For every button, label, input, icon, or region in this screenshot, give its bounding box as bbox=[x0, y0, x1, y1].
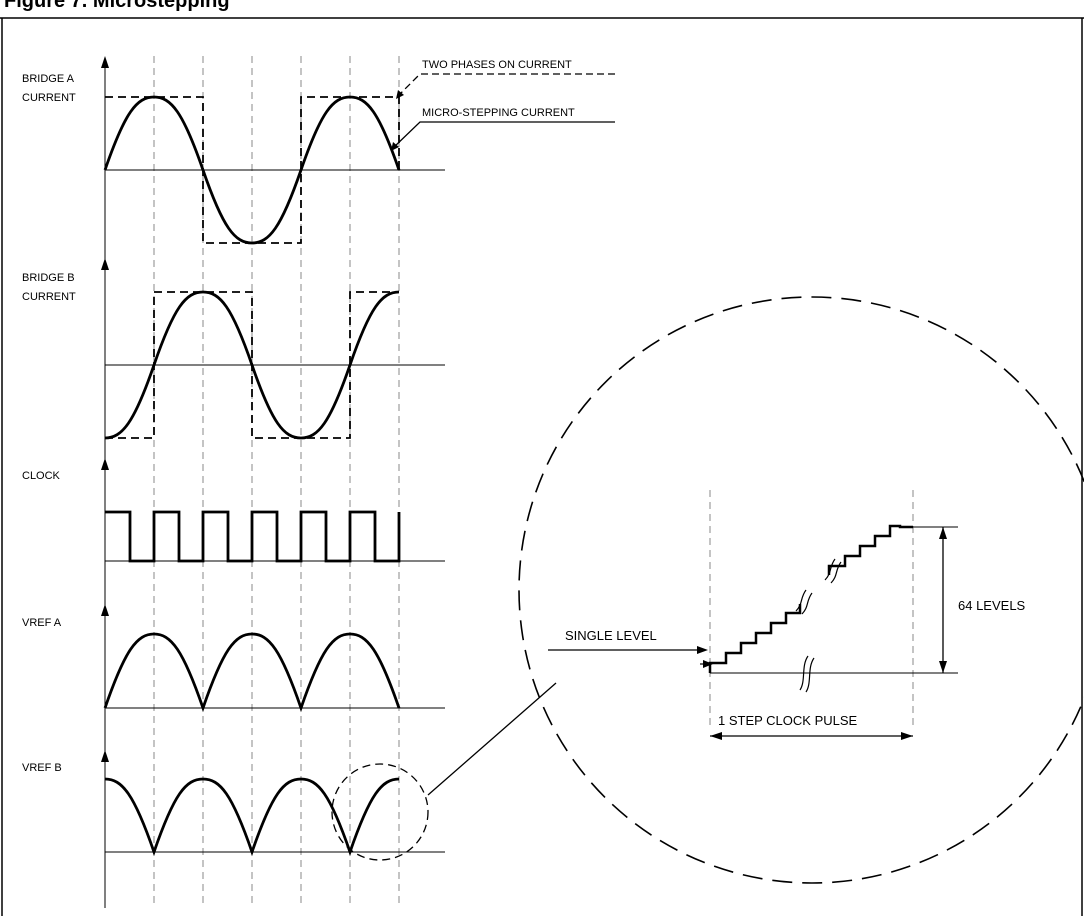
bridge-a-label-line2: CURRENT bbox=[22, 92, 76, 104]
step-clock-pulse-label: 1 STEP CLOCK PULSE bbox=[718, 713, 858, 728]
staircase-lower bbox=[708, 604, 802, 673]
micro-stepping-label: MICRO-STEPPING CURRENT bbox=[422, 107, 575, 119]
bridge-a-label-line1: BRIDGE A bbox=[22, 73, 75, 85]
bridge-b-waveform bbox=[104, 290, 445, 440]
levels-dimension bbox=[939, 527, 947, 673]
bridge-b-label-line2: CURRENT bbox=[22, 291, 76, 303]
large-zoom-circle bbox=[518, 296, 1084, 884]
clock-pulses bbox=[105, 510, 401, 563]
bridge-a-microstep-current bbox=[103, 95, 401, 245]
single-level-arrows bbox=[548, 646, 713, 668]
figure-title: Figure 7. Microstepping bbox=[4, 0, 230, 12]
vertical-axis bbox=[101, 56, 109, 908]
staircase-break-marks bbox=[795, 558, 842, 615]
legend-leaders bbox=[391, 73, 615, 151]
bridge-a-waveform bbox=[103, 95, 445, 245]
levels-label: 64 LEVELS bbox=[958, 598, 1026, 613]
staircase-upper bbox=[827, 524, 913, 575]
two-phases-label: TWO PHASES ON CURRENT bbox=[422, 59, 572, 71]
time-guides bbox=[153, 56, 400, 908]
bridge-b-label-line1: BRIDGE B bbox=[22, 272, 75, 284]
clock-waveform bbox=[105, 510, 445, 563]
vref-a-label: VREF A bbox=[22, 617, 62, 629]
detail-staircase bbox=[708, 490, 958, 728]
vref-b-waveform bbox=[104, 777, 445, 857]
zoom-connector bbox=[427, 682, 557, 796]
single-level-label: SINGLE LEVEL bbox=[565, 628, 657, 643]
step-clock-dimension bbox=[710, 732, 913, 740]
vref-b-curve bbox=[104, 777, 400, 857]
zoom-callout bbox=[331, 296, 1084, 884]
vref-b-label: VREF B bbox=[22, 762, 62, 774]
vref-a-waveform bbox=[103, 632, 445, 713]
frame bbox=[0, 17, 1084, 916]
bridge-b-microstep-current bbox=[104, 290, 400, 440]
clock-label: CLOCK bbox=[22, 470, 61, 482]
micro-stepping-leader bbox=[392, 121, 615, 149]
vref-a-curve bbox=[103, 632, 401, 713]
two-phases-leader bbox=[397, 73, 615, 97]
baseline-break-marks bbox=[799, 655, 815, 693]
small-zoom-circle bbox=[331, 763, 429, 861]
